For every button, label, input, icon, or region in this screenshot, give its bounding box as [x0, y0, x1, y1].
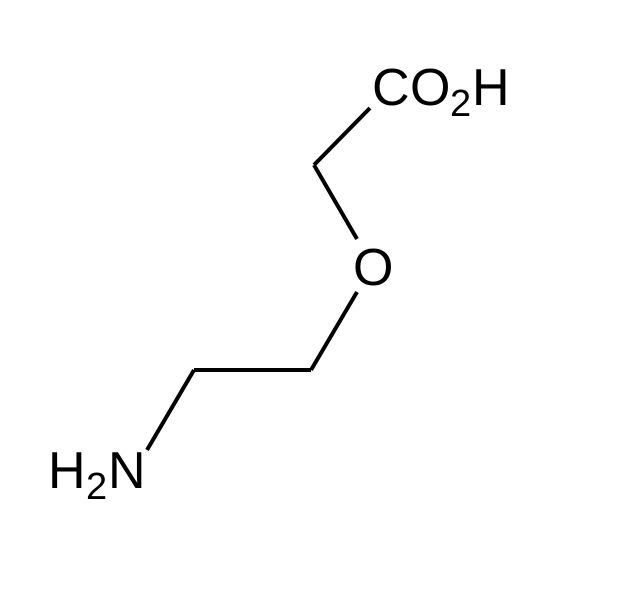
molecule-canvas: C O 2 H O H 2 N: [0, 0, 640, 599]
bond-ch2-co2h: [314, 108, 370, 165]
bond-ch2b-n: [147, 370, 194, 450]
nh2-n: N: [108, 442, 146, 500]
bond-ch2-o: [314, 165, 357, 239]
bond-o-ch2a: [311, 292, 357, 370]
h2n-label: H 2 N: [48, 442, 146, 508]
co2h-o: O: [410, 59, 450, 117]
bonds-group: [147, 108, 370, 450]
co2h-2: 2: [450, 83, 471, 125]
co2h-label: C O 2 H: [372, 59, 510, 125]
ether-o-label: O: [353, 239, 393, 297]
nh2-h: H: [48, 442, 86, 500]
nh2-2: 2: [86, 466, 107, 508]
co2h-h: H: [472, 59, 510, 117]
co2h-c: C: [372, 59, 410, 117]
